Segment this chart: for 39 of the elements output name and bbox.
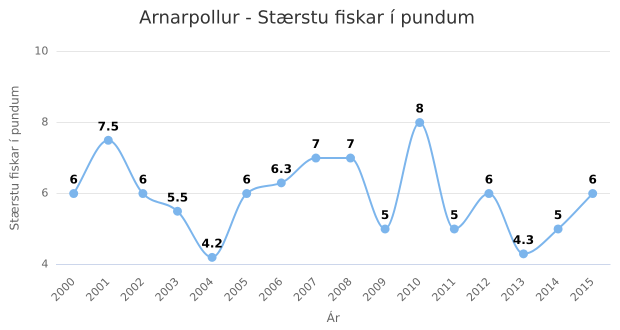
data-label: 6.3 bbox=[270, 162, 292, 176]
data-label: 7 bbox=[346, 137, 355, 152]
point bbox=[208, 252, 217, 262]
point bbox=[276, 178, 286, 188]
data-label: 5.5 bbox=[166, 190, 188, 204]
chart-title: Arnarpollur - Stærstu fiskar í pundum bbox=[139, 7, 475, 28]
data-label: 4.3 bbox=[512, 232, 534, 247]
point bbox=[242, 189, 252, 198]
data-label: 4.2 bbox=[201, 236, 223, 250]
y-tick-label: 8 bbox=[41, 115, 48, 128]
data-label: 6 bbox=[484, 172, 494, 187]
point bbox=[554, 224, 563, 234]
point bbox=[173, 206, 182, 216]
point bbox=[138, 189, 148, 198]
data-label: 6 bbox=[138, 172, 148, 187]
data-label: 8 bbox=[416, 102, 424, 116]
data-label: 5 bbox=[380, 208, 390, 222]
point bbox=[69, 189, 78, 198]
x-axis-title: Ár bbox=[326, 310, 340, 325]
point bbox=[104, 136, 113, 145]
point bbox=[380, 224, 390, 234]
y-tick-label: 4 bbox=[41, 257, 48, 270]
data-label: 6 bbox=[588, 172, 597, 187]
point bbox=[519, 249, 528, 258]
y-tick-label: 6 bbox=[41, 186, 48, 200]
point bbox=[450, 224, 459, 234]
point bbox=[311, 154, 320, 163]
data-label: 5 bbox=[450, 208, 458, 222]
data-label: 5 bbox=[554, 208, 562, 222]
point bbox=[484, 189, 494, 198]
y-axis-title: Stærstu fiskar í pundum bbox=[7, 86, 22, 231]
y-tick-label: 10 bbox=[34, 44, 48, 58]
data-label: 6 bbox=[70, 172, 78, 187]
point bbox=[415, 118, 424, 128]
data-label: 7 bbox=[312, 137, 320, 152]
point bbox=[346, 154, 355, 163]
data-label: 6 bbox=[242, 172, 251, 187]
point bbox=[588, 189, 598, 198]
data-label: 7.5 bbox=[98, 119, 119, 134]
